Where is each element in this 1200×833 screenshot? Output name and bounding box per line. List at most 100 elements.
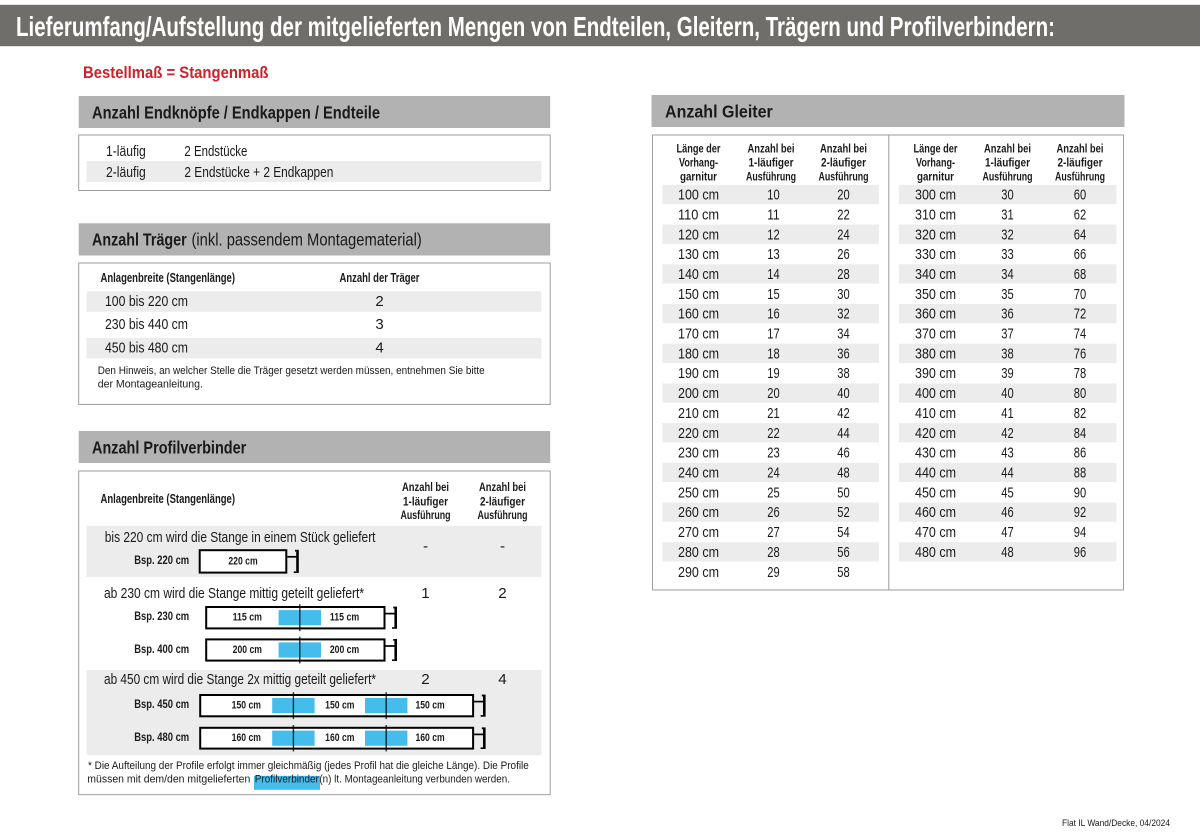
svg-text:Anlagenbreite (Stangenlänge): Anlagenbreite (Stangenlänge) bbox=[101, 491, 236, 506]
svg-text:garnitur: garnitur bbox=[917, 170, 954, 184]
svg-text:72: 72 bbox=[1074, 306, 1086, 323]
svg-text:2-läufiger: 2-läufiger bbox=[480, 494, 525, 508]
svg-text:28: 28 bbox=[837, 266, 849, 283]
svg-text:60: 60 bbox=[1074, 187, 1086, 204]
svg-text:470 cm: 470 cm bbox=[915, 524, 956, 541]
svg-text:480 cm: 480 cm bbox=[915, 544, 956, 561]
svg-text:2 Endstücke: 2 Endstücke bbox=[184, 143, 247, 160]
svg-text:44: 44 bbox=[837, 425, 849, 442]
svg-text:22: 22 bbox=[837, 206, 849, 223]
svg-text:70: 70 bbox=[1074, 286, 1086, 303]
svg-text:440 cm: 440 cm bbox=[915, 465, 956, 482]
svg-text:40: 40 bbox=[1001, 385, 1013, 402]
svg-text:Anzahl Träger: Anzahl Träger bbox=[92, 230, 187, 250]
svg-text:Anzahl bei: Anzahl bei bbox=[984, 142, 1031, 156]
svg-text:250 cm: 250 cm bbox=[678, 484, 719, 501]
svg-text:150 cm: 150 cm bbox=[415, 700, 444, 712]
svg-text:115 cm: 115 cm bbox=[233, 612, 262, 624]
svg-text:Bsp. 230 cm: Bsp. 230 cm bbox=[134, 609, 189, 623]
svg-text:160 cm: 160 cm bbox=[415, 732, 444, 744]
svg-text:34: 34 bbox=[837, 326, 849, 343]
svg-text:82: 82 bbox=[1074, 405, 1086, 422]
svg-text:Bsp. 480 cm: Bsp. 480 cm bbox=[134, 730, 189, 744]
svg-text:44: 44 bbox=[1001, 465, 1013, 482]
svg-text:48: 48 bbox=[837, 465, 849, 482]
svg-text:23: 23 bbox=[767, 445, 779, 462]
svg-text:25: 25 bbox=[767, 484, 779, 501]
svg-text:ab 450 cm wird die Stange 2x m: ab 450 cm wird die Stange 2x mittig gete… bbox=[104, 671, 376, 688]
svg-text:18: 18 bbox=[767, 345, 779, 362]
svg-text:54: 54 bbox=[837, 524, 849, 541]
svg-text:80: 80 bbox=[1074, 385, 1086, 402]
svg-text:58: 58 bbox=[837, 564, 849, 581]
svg-text:ab 230 cm wird die Stange mitt: ab 230 cm wird die Stange mittig geteilt… bbox=[104, 585, 364, 602]
svg-text:150 cm: 150 cm bbox=[232, 700, 261, 712]
svg-text:Flat IL Wand/Decke, 04/2024: Flat IL Wand/Decke, 04/2024 bbox=[1062, 818, 1170, 829]
svg-text:11: 11 bbox=[767, 206, 779, 223]
svg-text:41: 41 bbox=[1001, 405, 1013, 422]
svg-text:370 cm: 370 cm bbox=[915, 326, 956, 343]
svg-text:84: 84 bbox=[1074, 425, 1086, 442]
svg-text:48: 48 bbox=[1001, 544, 1013, 561]
svg-text:Lieferumfang/Aufstellung der m: Lieferumfang/Aufstellung der mitgeliefer… bbox=[16, 11, 1055, 42]
svg-text:115 cm: 115 cm bbox=[330, 612, 359, 624]
svg-text:64: 64 bbox=[1074, 226, 1086, 243]
svg-text:230 bis 440 cm: 230 bis 440 cm bbox=[105, 316, 188, 333]
svg-text:Anzahl der Träger: Anzahl der Träger bbox=[340, 270, 420, 285]
svg-text:280 cm: 280 cm bbox=[678, 544, 719, 561]
svg-text:120 cm: 120 cm bbox=[678, 226, 719, 243]
svg-text:20: 20 bbox=[767, 385, 779, 402]
svg-text:32: 32 bbox=[837, 306, 849, 323]
svg-text:42: 42 bbox=[1001, 425, 1013, 442]
svg-text:17: 17 bbox=[767, 326, 779, 343]
svg-text:(n) lt. Montageanleitung verbu: (n) lt. Montageanleitung verbunden werde… bbox=[319, 773, 510, 785]
svg-text:170 cm: 170 cm bbox=[678, 326, 719, 343]
svg-text:220 cm: 220 cm bbox=[228, 555, 257, 567]
svg-text:66: 66 bbox=[1074, 246, 1086, 263]
svg-text:74: 74 bbox=[1074, 326, 1086, 343]
svg-text:150 cm: 150 cm bbox=[678, 286, 719, 303]
svg-text:30: 30 bbox=[837, 286, 849, 303]
svg-text:270 cm: 270 cm bbox=[678, 524, 719, 541]
svg-text:2-läufiger: 2-läufiger bbox=[1058, 156, 1103, 170]
svg-text:Bestellmaß = Stangenmaß: Bestellmaß = Stangenmaß bbox=[83, 64, 269, 82]
svg-text:Den Hinweis, an welcher Stelle: Den Hinweis, an welcher Stelle die Träge… bbox=[98, 365, 485, 377]
svg-text:360 cm: 360 cm bbox=[915, 306, 956, 323]
svg-text:Anzahl bei: Anzahl bei bbox=[748, 142, 795, 156]
svg-text:Profilverbinder: Profilverbinder bbox=[255, 773, 319, 785]
svg-text:78: 78 bbox=[1074, 365, 1086, 382]
svg-text:35: 35 bbox=[1001, 286, 1013, 303]
svg-text:43: 43 bbox=[1001, 445, 1013, 462]
svg-text:28: 28 bbox=[767, 544, 779, 561]
svg-text:-: - bbox=[500, 538, 505, 555]
svg-text:26: 26 bbox=[767, 504, 779, 521]
svg-text:190 cm: 190 cm bbox=[678, 365, 719, 382]
svg-text:210 cm: 210 cm bbox=[678, 405, 719, 422]
svg-text:290 cm: 290 cm bbox=[678, 564, 719, 581]
svg-text:410 cm: 410 cm bbox=[915, 405, 956, 422]
svg-text:1-läufiger: 1-läufiger bbox=[985, 156, 1030, 170]
svg-text:Anzahl Profilverbinder: Anzahl Profilverbinder bbox=[92, 437, 246, 457]
svg-text:62: 62 bbox=[1074, 206, 1086, 223]
svg-text:2: 2 bbox=[421, 671, 429, 688]
svg-text:39: 39 bbox=[1001, 365, 1013, 382]
svg-text:Vorhang-: Vorhang- bbox=[916, 156, 955, 170]
svg-text:32: 32 bbox=[1001, 226, 1013, 243]
svg-text:16: 16 bbox=[767, 306, 779, 323]
svg-text:42: 42 bbox=[837, 405, 849, 422]
svg-text:36: 36 bbox=[1001, 306, 1013, 323]
svg-text:200 cm: 200 cm bbox=[233, 644, 262, 656]
svg-text:50: 50 bbox=[837, 484, 849, 501]
svg-text:37: 37 bbox=[1001, 326, 1013, 343]
svg-text:230 cm: 230 cm bbox=[678, 445, 719, 462]
svg-text:76: 76 bbox=[1074, 345, 1086, 362]
svg-text:1-läufig: 1-läufig bbox=[106, 143, 146, 160]
svg-text:88: 88 bbox=[1074, 465, 1086, 482]
svg-text:33: 33 bbox=[1001, 246, 1013, 263]
svg-text:52: 52 bbox=[837, 504, 849, 521]
svg-text:Anzahl Gleiter: Anzahl Gleiter bbox=[665, 101, 773, 121]
svg-text:420 cm: 420 cm bbox=[915, 425, 956, 442]
svg-text:260 cm: 260 cm bbox=[678, 504, 719, 521]
svg-text:450 bis 480 cm: 450 bis 480 cm bbox=[105, 339, 188, 356]
svg-text:45: 45 bbox=[1001, 484, 1013, 501]
